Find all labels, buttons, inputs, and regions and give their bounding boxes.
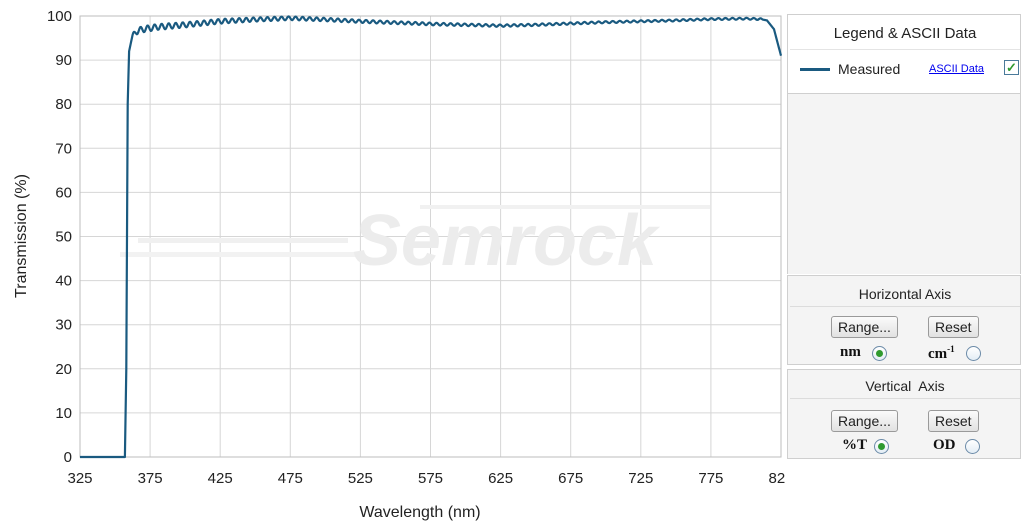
grid: [79, 15, 782, 458]
x-tick-label: 725: [628, 470, 653, 487]
series-layer: [79, 15, 783, 459]
x-tick-label: 625: [488, 470, 513, 487]
y-tick-label: 30: [55, 317, 72, 334]
watermark: Semrock: [120, 201, 710, 281]
horizontal-axis-divider: [790, 306, 1020, 307]
x-axis-label: Wavelength (nm): [359, 504, 480, 521]
unit-nm-label: nm: [840, 344, 861, 360]
horizontal-range-button[interactable]: Range...: [831, 316, 898, 338]
legend-swatch: [800, 68, 830, 71]
x-tick-label: 375: [138, 470, 163, 487]
unit-od-radio[interactable]: [965, 439, 980, 454]
horizontal-reset-button[interactable]: Reset: [928, 316, 979, 338]
y-tick-label: 100: [47, 8, 72, 25]
y-tick-label: 90: [55, 52, 72, 69]
horizontal-axis-title: Horizontal Axis: [858, 286, 952, 302]
y-tick-label: 80: [55, 96, 72, 113]
vertical-reset-button[interactable]: Reset: [928, 410, 979, 432]
series-line-measured: [79, 15, 783, 459]
y-axis-label: Transmission (%): [13, 174, 30, 298]
chart: Semrock 325 375 425 475 525 575 625 675 725 775 82…: [13, 8, 785, 521]
vertical-axis-divider: [790, 398, 1020, 399]
unit-cm-radio[interactable]: [966, 346, 981, 361]
plot-border: [79, 15, 782, 458]
unit-od-label: OD: [933, 437, 956, 453]
x-tick-label: 675: [558, 470, 583, 487]
vertical-axis-panel: Vertical Axis Range... Reset %T OD: [787, 369, 1021, 459]
unit-nm-radio[interactable]: [872, 346, 887, 361]
y-tick-label: 60: [55, 184, 72, 201]
unit-cm-text: cm: [928, 346, 948, 362]
x-tick-label: 525: [348, 470, 373, 487]
watermark-text: Semrock: [353, 201, 661, 281]
y-tick-label: 40: [55, 273, 72, 290]
x-tick-label: 325: [67, 470, 92, 487]
unit-transmission-radio[interactable]: [874, 439, 889, 454]
tick-labels: 325 375 425 475 525 575 625 675 725 775 825 0 10 20 30…: [47, 8, 785, 487]
y-tick-label: 0: [64, 449, 72, 466]
ascii-data-checkbox[interactable]: ✓: [1004, 60, 1019, 75]
legend-panel-title: Legend & ASCII Data: [833, 25, 977, 42]
unit-cm-superscript: -1: [947, 344, 955, 354]
legend-series-label: Measured: [838, 61, 901, 77]
legend-divider: [790, 49, 1020, 50]
side-filler: [787, 94, 1021, 274]
x-tick-label: 825: [768, 470, 785, 487]
y-tick-label: 10: [55, 405, 72, 422]
x-tick-label: 775: [698, 470, 723, 487]
horizontal-axis-panel: Horizontal Axis Range... Reset nm cm-1: [787, 275, 1021, 365]
x-tick-label: 575: [418, 470, 443, 487]
vertical-axis-title: Vertical Axis: [865, 378, 945, 394]
x-tick-label: 475: [278, 470, 303, 487]
vertical-range-button[interactable]: Range...: [831, 410, 898, 432]
ascii-data-link[interactable]: ASCII Data: [929, 63, 985, 75]
y-tick-label: 70: [55, 140, 72, 157]
y-tick-label: 50: [55, 229, 72, 246]
unit-cm-label: cm-1: [928, 344, 955, 363]
legend-panel: Legend & ASCII Data Measured ASCII Data …: [787, 14, 1021, 94]
x-tick-label: 425: [208, 470, 233, 487]
y-tick-label: 20: [55, 361, 72, 378]
unit-transmission-label: %T: [842, 437, 868, 453]
